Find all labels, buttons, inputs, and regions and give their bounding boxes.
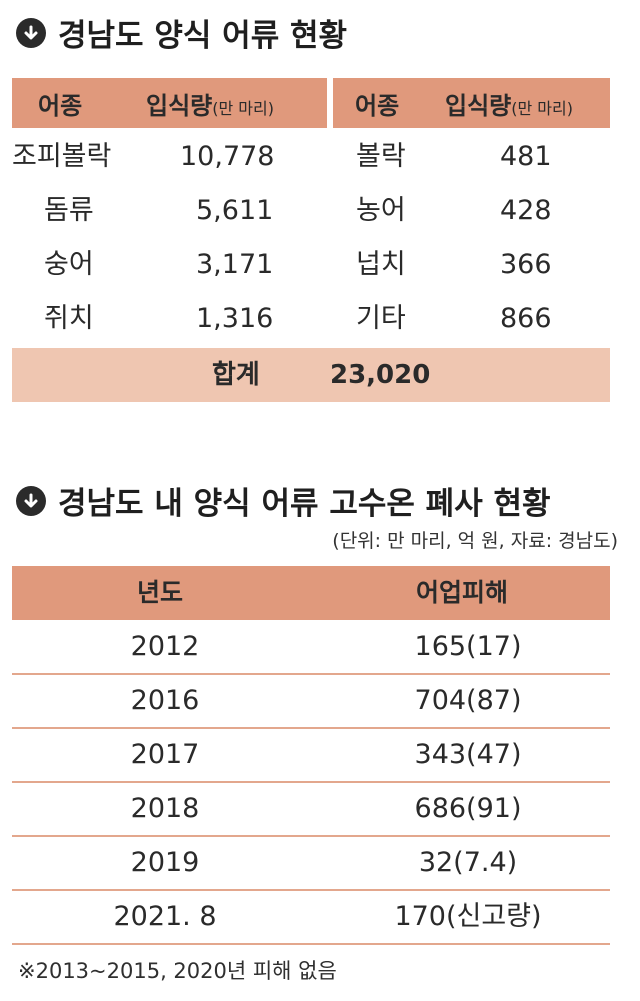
down-arrow-circle-icon bbox=[16, 17, 46, 48]
year-cell: 2017 bbox=[130, 739, 200, 770]
species-cell: 숭어 bbox=[44, 249, 94, 280]
damage-cell: 32(7.4) bbox=[418, 847, 518, 878]
species-cell: 조피볼락 bbox=[12, 141, 112, 172]
header-year: 년도 bbox=[137, 578, 184, 607]
species-cell: 볼락 bbox=[356, 141, 406, 172]
section2-title-text: 경남도 내 양식 어류 고수온 폐사 현황 bbox=[58, 486, 551, 522]
table-row: 2017 343(47) bbox=[12, 729, 610, 783]
amount-cell: 366 bbox=[500, 249, 552, 280]
table-row: 2018 686(91) bbox=[12, 783, 610, 837]
header-amount-unit: (만 마리) bbox=[212, 98, 274, 118]
section1-title: 경남도 양식 어류 현황 bbox=[16, 10, 347, 55]
total-label: 합계 bbox=[212, 360, 260, 390]
header-amount: 입식량(만 마리) bbox=[146, 86, 274, 121]
table2-header: 년도 어업피해 bbox=[12, 566, 610, 620]
amount-cell: 5,611 bbox=[196, 195, 274, 226]
damage-cell: 165(17) bbox=[414, 631, 522, 662]
footnote: ※2013~2015, 2020년 피해 없음 bbox=[18, 959, 337, 983]
amount-cell: 481 bbox=[500, 141, 552, 172]
header-amount: 입식량(만 마리) bbox=[445, 86, 573, 121]
section2-title: 경남도 내 양식 어류 고수온 폐사 현황 bbox=[16, 478, 551, 523]
header-species: 어종 bbox=[38, 91, 83, 120]
year-cell: 2012 bbox=[130, 631, 200, 662]
species-cell: 넙치 bbox=[356, 249, 406, 280]
species-cell: 쥐치 bbox=[44, 303, 94, 334]
species-cell: 농어 bbox=[356, 195, 406, 226]
table-row: 2016 704(87) bbox=[12, 675, 610, 729]
amount-cell: 866 bbox=[500, 303, 552, 334]
damage-cell: 686(91) bbox=[414, 793, 522, 824]
total-value: 23,020 bbox=[330, 360, 431, 390]
table1-total-row: 합계 23,020 bbox=[12, 348, 610, 402]
header-damage: 어업피해 bbox=[416, 578, 509, 607]
amount-cell: 10,778 bbox=[180, 141, 275, 172]
amount-cell: 3,171 bbox=[196, 249, 274, 280]
section1-title-text: 경남도 양식 어류 현황 bbox=[58, 18, 348, 54]
table1-header-right: 어종 입식량(만 마리) bbox=[333, 78, 610, 128]
damage-cell: 704(87) bbox=[414, 685, 522, 716]
table1-header-left: 어종 입식량(만 마리) bbox=[12, 78, 327, 128]
amount-cell: 1,316 bbox=[196, 303, 274, 334]
year-cell: 2016 bbox=[130, 685, 200, 716]
table-row: 2021. 8 170(신고량) bbox=[12, 891, 610, 945]
header-amount-unit: (만 마리) bbox=[511, 98, 573, 118]
species-cell: 돔류 bbox=[44, 195, 94, 226]
year-cell: 2021. 8 bbox=[113, 901, 217, 932]
year-cell: 2019 bbox=[130, 847, 200, 878]
species-cell: 기타 bbox=[356, 303, 406, 334]
damage-cell: 343(47) bbox=[414, 739, 522, 770]
amount-cell: 428 bbox=[500, 195, 552, 226]
source-note: (단위: 만 마리, 억 원, 자료: 경남도) bbox=[332, 530, 618, 552]
down-arrow-circle-icon bbox=[16, 485, 46, 516]
header-species: 어종 bbox=[355, 91, 400, 120]
header-amount-label: 입식량 bbox=[445, 91, 512, 120]
table-row: 2019 32(7.4) bbox=[12, 837, 610, 891]
damage-cell: 170(신고량) bbox=[394, 901, 542, 932]
year-cell: 2018 bbox=[130, 793, 200, 824]
table-row: 2012 165(17) bbox=[12, 621, 610, 675]
header-amount-label: 입식량 bbox=[146, 91, 213, 120]
